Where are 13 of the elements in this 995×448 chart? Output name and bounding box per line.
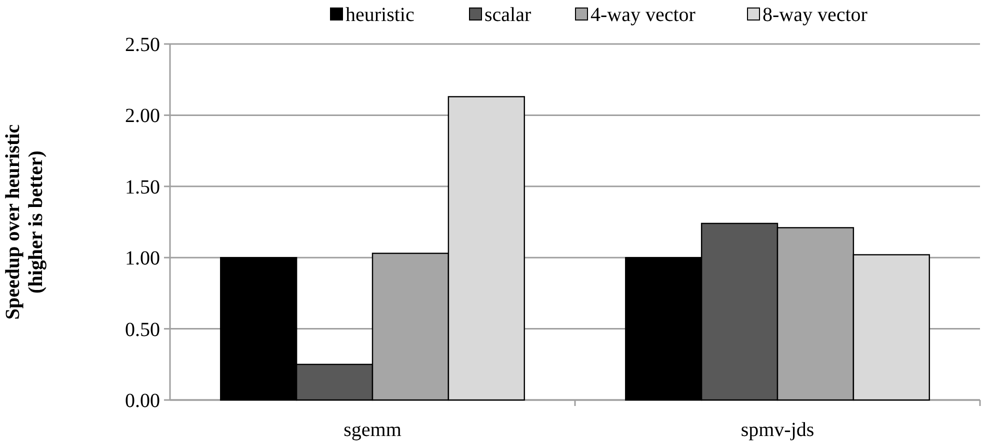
y-axis-title: Speedup over heuristic (higher is better)	[2, 124, 47, 320]
legend-label: heuristic	[346, 4, 414, 26]
y-tick-label: 0.00	[125, 390, 160, 412]
y-tick-label: 2.50	[125, 34, 160, 56]
legend-label: 8-way vector	[762, 4, 868, 26]
y-tick-label: 1.50	[125, 176, 160, 198]
x-tick-label: spmv-jds	[740, 419, 814, 441]
y-tick-label: 1.00	[125, 248, 160, 270]
x-tick-label: sgemm	[344, 419, 402, 441]
y-tick-label: 0.50	[125, 318, 160, 341]
legend-label: 4-way vector	[590, 4, 696, 26]
y-tick-label: 2.00	[125, 105, 160, 128]
legend-label: scalar	[484, 4, 532, 26]
